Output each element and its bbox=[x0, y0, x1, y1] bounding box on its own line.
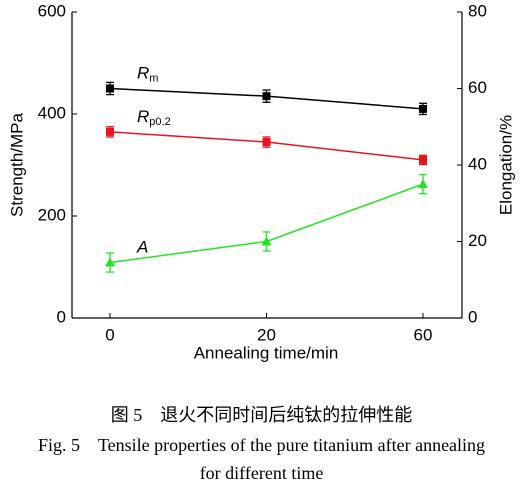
x-tick-label: 60 bbox=[414, 325, 433, 344]
marker bbox=[106, 127, 114, 136]
series-label: A bbox=[136, 238, 148, 257]
marker bbox=[105, 257, 115, 267]
marker bbox=[106, 84, 114, 93]
marker bbox=[262, 92, 271, 101]
y2-axis-label: Elongation/% bbox=[496, 115, 515, 215]
series-name: A bbox=[136, 238, 148, 257]
marker bbox=[262, 138, 271, 147]
series-name-sub: p0.2 bbox=[149, 116, 170, 128]
x-axis-label: Annealing time/min bbox=[194, 343, 339, 362]
marker bbox=[418, 179, 428, 189]
series-label: Rm bbox=[137, 64, 158, 84]
chart: Annealing time/min Strength/MPa Elongati… bbox=[7, 1, 515, 362]
caption-en: Fig. 5 Tensile properties of the pure ti… bbox=[37, 435, 486, 483]
y2-tick-label: 80 bbox=[468, 1, 487, 20]
y-tick-label: 600 bbox=[38, 1, 66, 20]
y2-tick-label: 60 bbox=[468, 78, 487, 97]
y-axis-label: Strength/MPa bbox=[7, 112, 26, 216]
marker bbox=[419, 155, 427, 164]
y2-tick-label: 20 bbox=[468, 231, 487, 250]
y-tick-label: 200 bbox=[38, 205, 66, 224]
y2-tick-label: 40 bbox=[468, 154, 487, 173]
y-tick-label: 0 bbox=[57, 307, 66, 326]
y-tick-label: 400 bbox=[38, 103, 66, 122]
caption-cn: 图 5 退火不同时间后纯钛的拉伸性能 bbox=[110, 405, 413, 425]
x-tick-label: 0 bbox=[105, 325, 114, 344]
y2-tick-label: 0 bbox=[468, 307, 477, 326]
series-name: R bbox=[137, 64, 149, 83]
series-label: Rp0.2 bbox=[137, 107, 171, 127]
series-name-sub: m bbox=[149, 72, 158, 84]
x-tick-label: 20 bbox=[257, 325, 276, 344]
series-name: R bbox=[137, 107, 149, 126]
marker bbox=[261, 236, 272, 246]
marker bbox=[419, 104, 427, 113]
